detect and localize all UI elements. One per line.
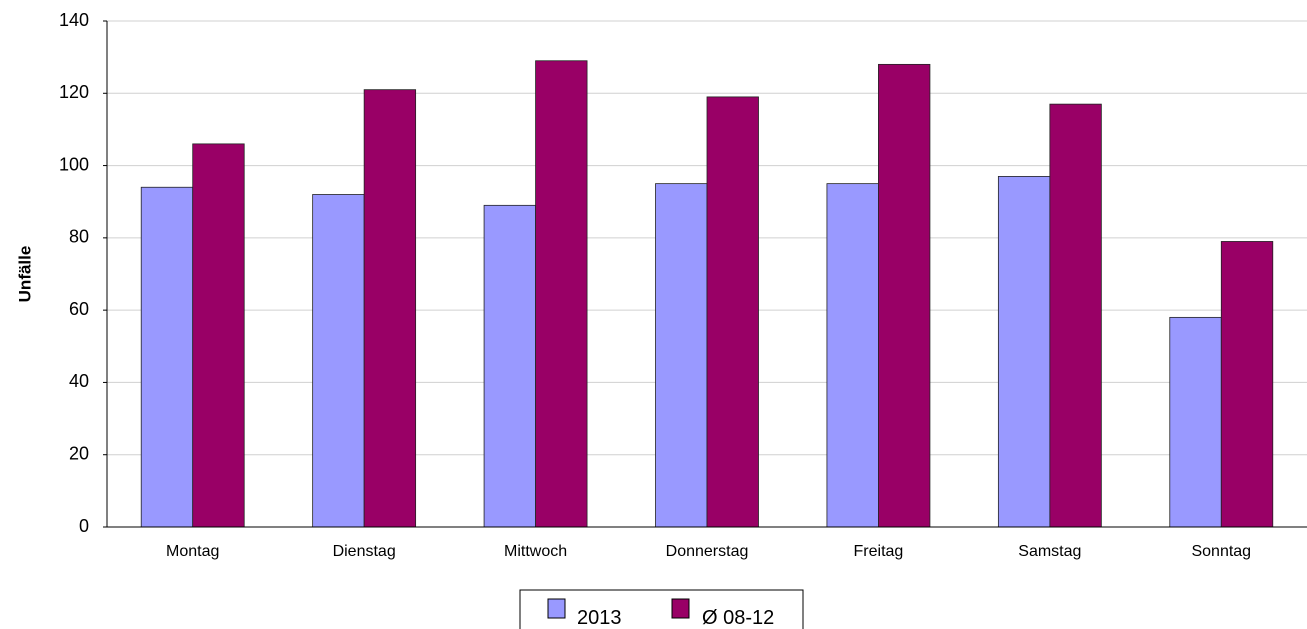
x-tick-label-dienstag: Dienstag xyxy=(333,543,396,560)
y-tick-label-60: 60 xyxy=(69,299,89,319)
y-tick-label-140: 140 xyxy=(59,10,89,30)
legend-swatch-2013 xyxy=(547,598,566,619)
y-tick-label-40: 40 xyxy=(69,371,89,391)
bar-donnerstag-series-1 xyxy=(706,96,759,528)
x-tick-label-mittwoch: Mittwoch xyxy=(504,543,567,560)
x-tick-label-montag: Montag xyxy=(166,543,219,560)
bar-freitag-series-1 xyxy=(878,63,931,528)
bar-sonntag-series-1 xyxy=(1220,241,1274,528)
y-tick-label-120: 120 xyxy=(59,82,89,102)
x-tick-label-donnerstag: Donnerstag xyxy=(666,543,749,560)
bar-sonntag-series-0 xyxy=(1169,316,1222,528)
legend: 2013 Ø 08-12 xyxy=(519,589,804,629)
bar-dienstag-series-0 xyxy=(312,194,365,528)
bar-samstag-series-0 xyxy=(997,176,1051,528)
bar-samstag-series-1 xyxy=(1049,103,1102,528)
bar-dienstag-series-1 xyxy=(363,89,417,528)
bar-montag-series-0 xyxy=(140,186,194,528)
bar-montag-series-1 xyxy=(192,143,245,528)
y-tick-label-100: 100 xyxy=(59,154,89,174)
y-tick-label-80: 80 xyxy=(69,227,89,247)
x-tick-labels: Montag Dienstag Mittwoch Donnerstag Freitag S… xyxy=(166,543,1251,560)
y-tick-label-0: 0 xyxy=(79,516,89,536)
x-tick-label-samstag: Samstag xyxy=(1018,543,1081,560)
x-tick-label-freitag: Freitag xyxy=(854,543,904,560)
legend-box xyxy=(519,589,804,629)
bar-mittwoch-series-1 xyxy=(535,60,588,528)
y-axis-label: Unfälle xyxy=(15,246,34,303)
x-tick-label-sonntag: Sonntag xyxy=(1191,543,1251,560)
legend-swatch-avg-08-12 xyxy=(671,598,690,619)
y-tick-label-20: 20 xyxy=(69,443,89,463)
bar-donnerstag-series-0 xyxy=(655,183,708,528)
legend-label-avg-08-12: Ø 08-12 xyxy=(702,607,774,629)
bars xyxy=(140,60,1274,528)
legend-label-2013: 2013 xyxy=(577,607,622,629)
y-tick-labels: 0 20 40 60 80 100 120 140 xyxy=(59,10,107,536)
bar-mittwoch-series-0 xyxy=(483,204,536,528)
bar-freitag-series-0 xyxy=(826,183,879,528)
